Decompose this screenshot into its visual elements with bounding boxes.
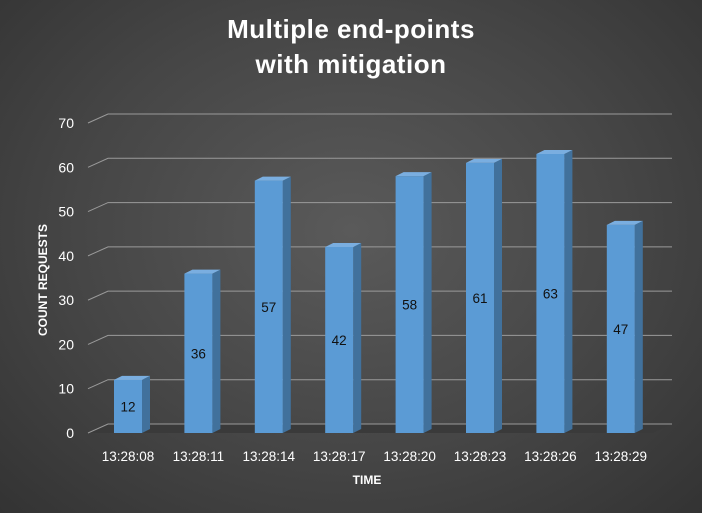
bar-front-face <box>325 247 354 433</box>
chart-floor <box>88 424 672 433</box>
bar-top-face <box>325 243 362 247</box>
bar-top-face <box>184 269 221 274</box>
bar-top-face <box>466 158 502 163</box>
bar-13:28:17: 42 <box>325 243 362 433</box>
gridline <box>87 334 672 345</box>
gridline <box>87 157 672 168</box>
bar-front-face <box>395 176 424 433</box>
bar-13:28:29: 47 <box>606 220 643 433</box>
x-tick-label: 13:28:14 <box>243 449 296 464</box>
bar-front-face <box>184 273 213 433</box>
gridline <box>87 290 672 301</box>
x-tick-label: 13:28:17 <box>313 449 366 464</box>
y-tick-label: 40 <box>58 248 74 264</box>
y-tick-label: 60 <box>58 159 74 175</box>
y-tick-label: 50 <box>58 204 74 220</box>
x-axis-title: TIME <box>353 473 382 487</box>
gridline <box>87 379 672 390</box>
x-tick-label: 13:28:23 <box>454 449 507 464</box>
x-tick-label: 13:28:20 <box>383 449 436 464</box>
bar-side-face <box>353 243 362 433</box>
bar-side-face <box>282 176 291 434</box>
y-axis-ticks: 0 10 20 30 40 50 60 70 <box>58 115 74 441</box>
bar-13:28:11: 36 <box>184 269 221 433</box>
bar-13:28:08: 12 <box>114 375 150 433</box>
bar-13:28:14: 57 <box>254 176 291 434</box>
bar-front-face <box>466 162 494 433</box>
y-tick-label: 10 <box>58 381 74 397</box>
bar-side-face <box>564 150 573 433</box>
bar-top-face <box>395 172 432 177</box>
data-label: 63 <box>543 287 558 302</box>
chart-title-line-1: Multiple end-points <box>227 14 475 44</box>
gridline <box>87 202 672 213</box>
bar-top-face <box>114 375 150 380</box>
y-tick-label: 30 <box>58 292 74 308</box>
y-axis-title: COUNT REQUESTS <box>36 224 50 336</box>
bar-side-face <box>423 172 432 433</box>
bar-side-face <box>634 220 643 433</box>
data-label: 42 <box>332 333 347 348</box>
x-axis-ticks: 13:28:08 13:28:11 13:28:14 13:28:17 13:28:20… <box>102 449 647 464</box>
x-tick-label: 13:28:11 <box>173 449 225 464</box>
x-tick-label: 13:28:29 <box>595 449 648 464</box>
data-label: 57 <box>261 300 276 315</box>
chart-title-line-2: with mitigation <box>255 49 447 79</box>
gridlines <box>87 113 672 434</box>
gridline <box>87 246 672 257</box>
gridline <box>87 113 672 124</box>
data-label: 61 <box>472 291 487 306</box>
y-tick-label: 0 <box>66 425 74 441</box>
bar-side-face <box>212 269 221 433</box>
y-tick-label: 70 <box>58 115 74 131</box>
bar-side-face <box>494 158 502 433</box>
bar-front-face <box>114 379 142 433</box>
bar-front-face <box>536 154 565 433</box>
data-label: 12 <box>120 399 135 414</box>
data-label: 36 <box>191 346 206 361</box>
data-label: 47 <box>613 322 628 337</box>
y-tick-label: 20 <box>58 336 74 352</box>
bar-side-face <box>142 375 150 433</box>
bar-13:28:26: 63 <box>536 150 573 433</box>
data-label: 58 <box>402 298 417 313</box>
bar-top-face <box>606 220 643 225</box>
x-tick-label: 13:28:26 <box>524 449 577 464</box>
x-tick-label: 13:28:08 <box>102 449 155 464</box>
bar-front-face <box>254 180 283 433</box>
bar-top-face <box>254 176 291 181</box>
bar-front-face <box>606 224 635 433</box>
bar-13:28:20: 58 <box>395 172 432 433</box>
bar-13:28:23: 61 <box>466 158 502 433</box>
bar-top-face <box>536 150 573 154</box>
floor-plane <box>88 424 672 433</box>
bars: 12 36 57 42 58 61 63 47 <box>114 150 643 434</box>
